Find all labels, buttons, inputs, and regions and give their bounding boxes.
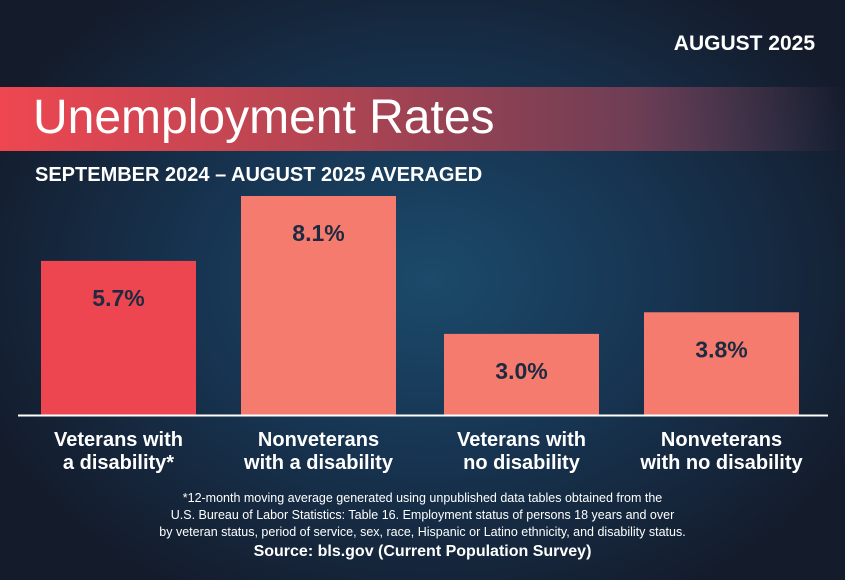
chart-subtitle: SEPTEMBER 2024 – AUGUST 2025 AVERAGED bbox=[35, 164, 483, 186]
title-banner bbox=[0, 87, 845, 151]
data-label: 5.7% bbox=[92, 285, 144, 311]
category-label: with no disability bbox=[639, 452, 803, 474]
category-label: no disability bbox=[463, 452, 581, 474]
footnote-line: by veteran status, period of service, se… bbox=[159, 525, 686, 539]
date-label: AUGUST 2025 bbox=[673, 32, 815, 55]
category-label: Nonveterans bbox=[661, 429, 782, 451]
source-label: Source: bls.gov (Current Population Surv… bbox=[253, 543, 592, 560]
data-label: 3.0% bbox=[495, 358, 547, 384]
category-label: Veterans with bbox=[54, 429, 183, 451]
footnote-line: *12-month moving average generated using… bbox=[182, 491, 663, 505]
data-label: 3.8% bbox=[695, 336, 747, 362]
footnote-line: U.S. Bureau of Labor Statistics: Table 1… bbox=[170, 508, 675, 522]
category-label: Nonveterans bbox=[258, 429, 379, 451]
bar bbox=[41, 260, 196, 415]
chart-title: Unemployment Rates bbox=[33, 91, 495, 144]
bar bbox=[241, 196, 396, 415]
bar bbox=[644, 312, 799, 415]
bar bbox=[444, 333, 599, 415]
category-label: with a disability bbox=[243, 452, 394, 474]
data-label: 8.1% bbox=[292, 220, 344, 246]
category-label: a disability* bbox=[63, 452, 174, 474]
footnote: *12-month moving average generated using… bbox=[0, 490, 845, 541]
category-label: Veterans with bbox=[457, 429, 586, 451]
